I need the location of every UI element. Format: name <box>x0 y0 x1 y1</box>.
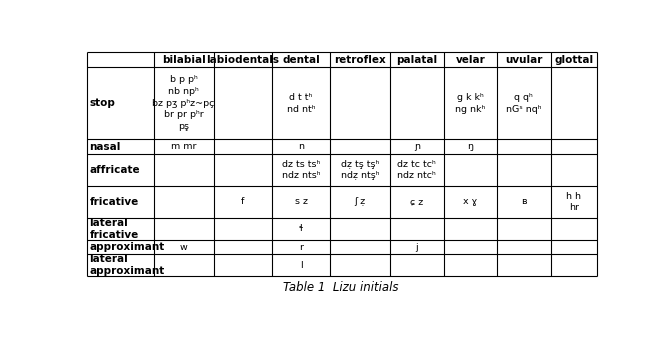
Text: q qʰ
nGˢ nqʰ: q qʰ nGˢ nqʰ <box>506 93 541 114</box>
Text: retroflex: retroflex <box>334 54 386 65</box>
Text: ɲ: ɲ <box>414 142 420 151</box>
Text: affricate: affricate <box>89 165 140 175</box>
Text: lateral
approximant: lateral approximant <box>89 254 164 276</box>
Text: ʃ ẓ: ʃ ẓ <box>354 197 366 207</box>
Text: glottal: glottal <box>554 54 593 65</box>
Text: dẓ tş tşʰ
ndẓ ntşʰ: dẓ tş tşʰ ndẓ ntşʰ <box>340 160 379 180</box>
Text: f: f <box>241 197 245 207</box>
Text: w: w <box>180 243 188 251</box>
Text: velar: velar <box>456 54 485 65</box>
Text: dz tc tcʰ
ndz ntcʰ: dz tc tcʰ ndz ntcʰ <box>398 160 436 180</box>
Text: bilabial: bilabial <box>162 54 205 65</box>
Text: stop: stop <box>89 98 115 108</box>
Text: dental: dental <box>282 54 320 65</box>
Text: dz ts tsʰ
ndz ntsʰ: dz ts tsʰ ndz ntsʰ <box>282 160 321 180</box>
Text: h h
hr: h h hr <box>567 192 581 212</box>
Text: lateral
fricative: lateral fricative <box>89 218 138 240</box>
Text: b p pʰ
nb npʰ
bz pʒ pʰz~pç
br pr pʰr
ps̥: b p pʰ nb npʰ bz pʒ pʰz~pç br pr pʰr ps… <box>152 75 215 131</box>
Text: d t tʰ
nd ntʰ: d t tʰ nd ntʰ <box>287 93 315 114</box>
Text: labiodentals: labiodentals <box>206 54 279 65</box>
Text: palatal: palatal <box>396 54 438 65</box>
Text: Table 1  Lizu initials: Table 1 Lizu initials <box>283 281 398 294</box>
Text: nasal: nasal <box>89 142 120 152</box>
Text: l: l <box>300 261 303 270</box>
Text: r: r <box>299 243 303 251</box>
Text: uvular: uvular <box>505 54 543 65</box>
Text: j: j <box>416 243 418 251</box>
Text: ɬ: ɬ <box>299 224 303 233</box>
Text: ɕ z: ɕ z <box>410 197 424 207</box>
Text: fricative: fricative <box>89 197 138 207</box>
Text: g k kʰ
ng nkʰ: g k kʰ ng nkʰ <box>455 93 485 114</box>
Text: approximant: approximant <box>89 242 164 252</box>
Text: ŋ: ŋ <box>467 142 473 151</box>
Text: n: n <box>298 142 304 151</box>
Text: в: в <box>521 197 527 207</box>
Text: m mr: m mr <box>171 142 196 151</box>
Text: x ɣ: x ɣ <box>463 197 477 207</box>
Text: s z: s z <box>295 197 308 207</box>
